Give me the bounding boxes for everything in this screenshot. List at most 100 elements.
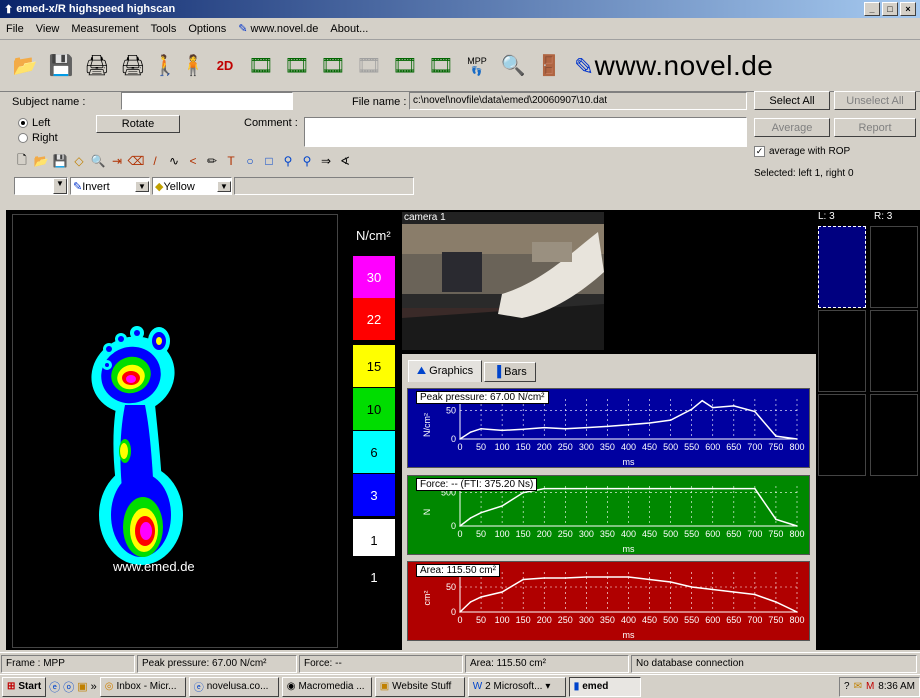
mpp-button[interactable]: MPP 👣: [462, 51, 492, 81]
mail-icon[interactable]: ✉: [853, 681, 862, 692]
task-novelusa[interactable]: ⓔ novelusa.co...: [188, 676, 279, 697]
menu-measurement[interactable]: Measurement: [71, 22, 139, 35]
task-emed[interactable]: ▮ emed: [568, 676, 641, 697]
thumbnail-right-3[interactable]: [870, 394, 918, 476]
open-folder-icon[interactable]: 📂: [12, 55, 38, 77]
close-button[interactable]: ×: [900, 2, 916, 16]
task-website-stuff[interactable]: ▣ Website Stuff: [374, 676, 465, 697]
tab-graphics[interactable]: ⛰ Graphics: [408, 360, 482, 382]
peak-pressure-chart[interactable]: 0 50 0 50 100 150 200 250 300 350 400 450 500 550 600 6…: [407, 388, 810, 468]
film-disabled-icon[interactable]: 🎞: [356, 55, 382, 77]
status-force: Force: --: [299, 655, 463, 673]
zoom-icon[interactable]: 🔍: [90, 154, 106, 168]
arrow-tool-icon[interactable]: ⇥: [111, 154, 123, 168]
film-strip-4-icon[interactable]: 🎞: [428, 55, 454, 77]
select-icon[interactable]: ◇: [74, 154, 84, 168]
new-page-icon[interactable]: 🗋: [17, 152, 27, 167]
paint-bucket-icon: ◆: [155, 180, 164, 193]
thumbnail-left-3[interactable]: [818, 394, 866, 476]
menu-view[interactable]: View: [35, 22, 60, 35]
format-field[interactable]: [234, 177, 414, 195]
open-icon[interactable]: 📂: [33, 154, 49, 168]
data-point: [627, 423, 630, 426]
left-radio[interactable]: Left: [18, 117, 50, 129]
text-tool-icon[interactable]: T: [227, 154, 235, 168]
save-disk-icon[interactable]: 💾: [48, 55, 74, 77]
brand-link[interactable]: ✎www.novel.de: [574, 50, 773, 82]
menu-tools[interactable]: Tools: [150, 22, 177, 35]
data-point: [585, 576, 588, 578]
right-radio[interactable]: Right: [18, 132, 58, 144]
area-chart[interactable]: 0 50 0 50 100 150 200 250 300 350 400 450 500 550 600 6…: [407, 561, 810, 641]
rectangle-tool-icon[interactable]: □: [265, 154, 273, 168]
antivirus-icon[interactable]: M: [865, 681, 875, 692]
thumbnail-left-1[interactable]: [818, 226, 866, 308]
x-tick-label: 300: [579, 615, 594, 625]
save-icon[interactable]: 💾: [52, 154, 68, 168]
thumbnail-right-2[interactable]: [870, 310, 918, 392]
data-point: [733, 405, 735, 407]
comment-input[interactable]: [304, 117, 747, 147]
angle-tool-icon[interactable]: <: [189, 154, 197, 168]
report-button[interactable]: Report: [834, 118, 916, 137]
line-tool-icon[interactable]: /: [153, 154, 157, 168]
data-point: [606, 425, 609, 428]
data-point: [669, 419, 672, 421]
print-icon[interactable]: 🖨: [84, 55, 110, 77]
pencil-icon[interactable]: ✏: [206, 154, 218, 168]
angle-measure-icon[interactable]: ∢: [339, 154, 351, 168]
data-point: [459, 438, 461, 440]
data-point: [690, 487, 693, 490]
quicklaunch-outlook-icon[interactable]: ⓞ: [63, 681, 75, 694]
force-chart[interactable]: 0 500 0 50 100 150 200 250 300 350 400 450 500 550 600…: [407, 475, 810, 555]
maximize-button[interactable]: □: [882, 2, 898, 16]
menu-options[interactable]: Options: [188, 22, 227, 35]
color-select[interactable]: ◆Yellow ▼: [152, 177, 232, 195]
invert-select[interactable]: ✎Invert ▼: [70, 177, 150, 195]
camera-panel[interactable]: camera 1: [402, 212, 604, 350]
minimize-button[interactable]: _: [864, 2, 880, 16]
footprint-panel[interactable]: www.emed.de: [12, 214, 338, 648]
menu-about[interactable]: About...: [330, 22, 369, 35]
two-d-view-button[interactable]: 2D: [216, 58, 234, 73]
marker-icon[interactable]: ⚲: [283, 154, 293, 168]
walking-person-icon[interactable]: 🚶: [152, 55, 178, 77]
menu-file[interactable]: File: [6, 22, 24, 35]
data-point: [669, 581, 672, 583]
thumbnail-right-1[interactable]: [870, 226, 918, 308]
rotate-button[interactable]: Rotate: [96, 115, 180, 133]
average-rop-checkbox[interactable]: ✓ average with ROP: [754, 146, 850, 157]
magnifier-icon[interactable]: 🔍: [500, 55, 526, 77]
chart-title: Force: -- (FTI: 375.20 Ns): [416, 478, 538, 491]
thumbnail-left-2[interactable]: [818, 310, 866, 392]
film-report-icon[interactable]: 🎞: [320, 55, 346, 77]
print-preview-icon[interactable]: 🖨: [120, 55, 146, 77]
freehand-icon[interactable]: ∿: [168, 154, 180, 168]
film-strip-2-icon[interactable]: 🎞: [284, 55, 310, 77]
drawing-toolbar: 🗋 📂 💾 ◇ 🔍 ⇥ ⌫ / ∿ < ✏ T ○ □ ⚲ ⚲ ⇒ ∢: [14, 153, 353, 169]
line-style-select[interactable]: ▼: [14, 177, 68, 195]
subject-name-input[interactable]: [121, 92, 293, 110]
start-button[interactable]: ⊞ Start: [2, 676, 47, 697]
unselect-all-button[interactable]: Unselect All: [834, 91, 916, 110]
marker-2-icon[interactable]: ⚲: [302, 154, 312, 168]
quicklaunch-folder-icon[interactable]: ▣: [77, 681, 88, 693]
ellipse-tool-icon[interactable]: ○: [246, 154, 254, 168]
film-strip-3-icon[interactable]: 🎞: [392, 55, 418, 77]
eraser-icon[interactable]: ⌫: [127, 154, 145, 168]
quicklaunch-ie-icon[interactable]: ⓔ: [49, 681, 61, 694]
tab-bars[interactable]: ▐ Bars: [484, 362, 536, 382]
help-icon[interactable]: ?: [844, 681, 850, 692]
standing-person-icon[interactable]: 🧍: [180, 55, 206, 77]
overflow-chevron-icon[interactable]: »: [90, 680, 97, 693]
data-point: [522, 578, 524, 581]
film-strip-icon[interactable]: 🎞: [248, 55, 274, 77]
task-inbox[interactable]: ◎ Inbox - Micr...: [99, 676, 186, 697]
average-button[interactable]: Average: [754, 118, 830, 137]
task-macromedia[interactable]: ◉ Macromedia ...: [281, 676, 372, 697]
menu-website[interactable]: ✎ www.novel.de: [238, 23, 319, 35]
select-all-button[interactable]: Select All: [754, 91, 830, 110]
arrow-right-icon[interactable]: ⇒: [320, 154, 332, 168]
exit-door-icon[interactable]: 🚪: [536, 55, 562, 77]
